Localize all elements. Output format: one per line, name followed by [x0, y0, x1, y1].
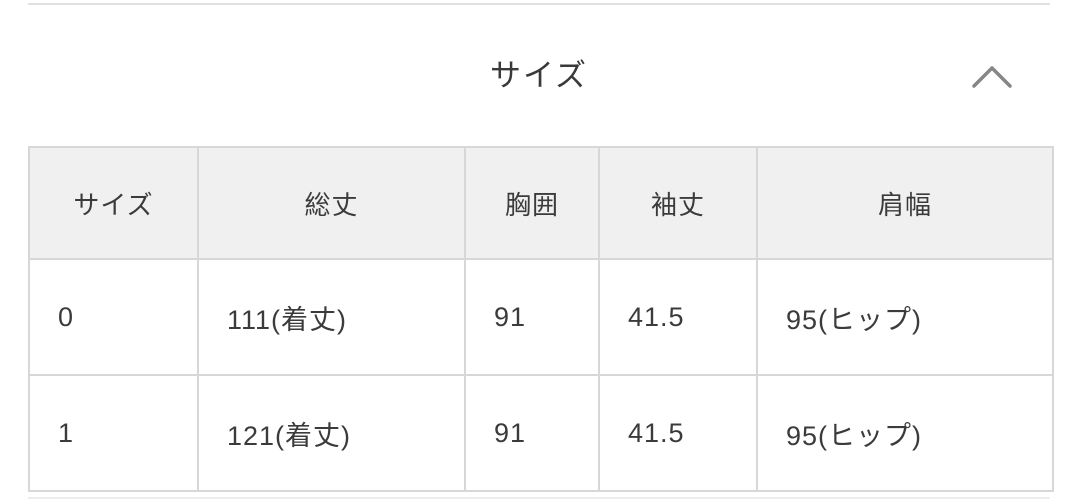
table-row: 0 111(着丈) 91 41.5 95(ヒップ): [28, 258, 1054, 376]
table-cell-sleeve-length: 41.5: [598, 374, 758, 492]
table-cell-shoulder-width: 95(ヒップ): [756, 374, 1054, 492]
table-cell-sleeve-length: 41.5: [598, 258, 758, 376]
header-cell-sleeve-length: 袖丈: [598, 146, 758, 260]
section-title: サイズ: [489, 58, 589, 93]
table-cell-size: 1: [28, 374, 199, 492]
collapse-section-button[interactable]: [971, 64, 1013, 90]
header-cell-size: サイズ: [28, 146, 199, 260]
top-divider: [28, 3, 1050, 5]
table-row: 1 121(着丈) 91 41.5 95(ヒップ): [28, 374, 1054, 492]
chevron-up-icon: [972, 66, 1012, 88]
size-section-toggle[interactable]: サイズ: [28, 48, 1050, 104]
size-table: サイズ 総丈 胸囲 袖丈 肩幅 0 111(着丈) 91 41.5 95(ヒップ…: [28, 146, 1054, 492]
table-cell-shoulder-width: 95(ヒップ): [756, 258, 1054, 376]
table-cell-chest: 91: [464, 258, 600, 376]
header-cell-total-length: 総丈: [197, 146, 466, 260]
header-cell-shoulder-width: 肩幅: [756, 146, 1054, 260]
table-header-row: サイズ 総丈 胸囲 袖丈 肩幅: [28, 146, 1054, 260]
table-cell-size: 0: [28, 258, 199, 376]
table-cell-chest: 91: [464, 374, 600, 492]
table-cell-total-length: 121(着丈): [197, 374, 466, 492]
bottom-divider: [28, 497, 1050, 499]
header-cell-chest: 胸囲: [464, 146, 600, 260]
table-cell-total-length: 111(着丈): [197, 258, 466, 376]
